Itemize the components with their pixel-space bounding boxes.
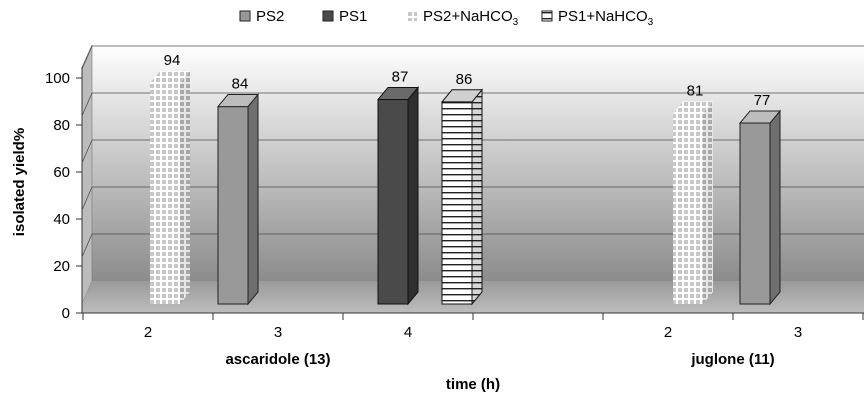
bar-side — [472, 90, 482, 304]
legend-swatch — [323, 11, 333, 21]
data-label: 81 — [687, 83, 704, 100]
legend-label: PS2+NaHCO3 — [423, 8, 519, 28]
legend-label: PS2 — [256, 8, 284, 25]
x-tick-label: 3 — [794, 324, 802, 341]
bar-front — [378, 100, 408, 304]
data-label: 94 — [164, 52, 181, 69]
legend-swatch — [407, 11, 417, 21]
bar — [673, 102, 713, 304]
data-label: 86 — [456, 71, 473, 88]
group-labels: ascaridole (13) juglone (11) — [225, 351, 774, 368]
bar — [442, 90, 482, 304]
x-tick-label: 2 — [144, 324, 152, 341]
legend-swatch — [240, 11, 250, 21]
bar-front — [673, 114, 703, 304]
bar-side — [770, 111, 780, 304]
data-label: 84 — [232, 76, 249, 93]
y-tick-label: 60 — [53, 164, 70, 181]
y-tick-label: 0 — [62, 305, 70, 322]
data-label: 87 — [392, 68, 409, 85]
x-axis-ticks: 2 3 4 2 3 — [83, 313, 863, 341]
y-tick-label: 100 — [45, 70, 70, 87]
y-tick-label: 40 — [53, 211, 70, 228]
bar-front — [740, 123, 770, 304]
group-label: ascaridole (13) — [225, 351, 330, 368]
bar — [218, 95, 258, 305]
legend-item: PS1+NaHCO3 — [542, 8, 654, 28]
y-tick-label: 20 — [53, 258, 70, 275]
legend: PS2 PS1 PS2+NaHCO3 PS1+NaHCO3 — [240, 8, 654, 28]
y-tick-label: 80 — [53, 117, 70, 134]
bar — [378, 87, 418, 304]
bar-side — [408, 87, 418, 304]
x-axis-title: time (h) — [446, 376, 500, 393]
bar-side — [180, 71, 190, 304]
bar — [740, 111, 780, 304]
bar-front — [442, 102, 472, 304]
legend-label: PS1 — [339, 8, 367, 25]
data-label: 77 — [754, 92, 771, 109]
bar — [150, 71, 190, 304]
legend-item: PS2+NaHCO3 — [407, 8, 519, 28]
group-label: juglone (11) — [690, 351, 774, 368]
legend-label: PS1+NaHCO3 — [558, 8, 654, 28]
legend-swatch — [542, 11, 552, 21]
bars — [150, 71, 780, 304]
bar-front — [218, 107, 248, 304]
y-axis-title: isolated yield% — [11, 128, 28, 236]
bar-side — [248, 95, 258, 305]
x-tick-label: 4 — [404, 324, 412, 341]
y-axis-ticks: 0 20 40 60 80 100 — [45, 70, 82, 322]
side-wall — [82, 45, 92, 304]
bar-front — [150, 83, 180, 304]
legend-item: PS1 — [323, 8, 367, 25]
x-tick-label: 2 — [664, 324, 672, 341]
legend-item: PS2 — [240, 8, 284, 25]
x-tick-label: 3 — [274, 324, 282, 341]
bar-side — [703, 102, 713, 304]
